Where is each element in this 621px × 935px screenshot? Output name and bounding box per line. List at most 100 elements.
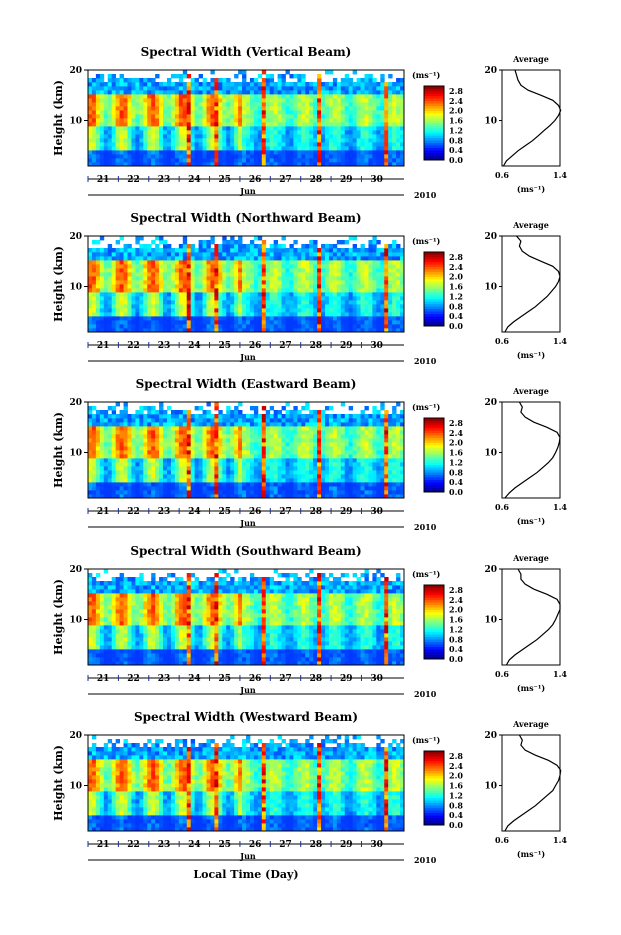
- heatmap-cell: [100, 418, 104, 422]
- heatmap-cell: [108, 454, 112, 458]
- heatmap-cell: [143, 320, 147, 324]
- heatmap-cell: [92, 146, 96, 150]
- heatmap-cell: [325, 316, 329, 320]
- heatmap-cell: [199, 248, 203, 252]
- heatmap-cell: [135, 264, 139, 268]
- heatmap-cell: [88, 410, 92, 414]
- heatmap-cell: [230, 142, 234, 146]
- heatmap-cell: [341, 288, 345, 292]
- heatmap-cell: [250, 122, 254, 126]
- heatmap-cell: [120, 134, 124, 138]
- heatmap-cell: [278, 308, 282, 312]
- heatmap-cell: [203, 244, 207, 248]
- heatmap-cell: [297, 110, 301, 114]
- heatmap-cell: [230, 248, 234, 252]
- heatmap-cell: [317, 300, 321, 304]
- heatmap-cell: [104, 280, 108, 284]
- heatmap-cell: [368, 280, 372, 284]
- heatmap-cell: [321, 150, 325, 154]
- heatmap-cell: [376, 292, 380, 296]
- heatmap-cell: [203, 438, 207, 442]
- heatmap-cell: [214, 446, 218, 450]
- heatmap-cell: [199, 256, 203, 260]
- heatmap-cell: [207, 256, 211, 260]
- colorbar-tick-label: 0.8: [449, 301, 463, 311]
- heatmap-cell: [242, 438, 246, 442]
- heatmap-cell: [88, 288, 92, 292]
- heatmap-cell: [321, 98, 325, 102]
- heatmap-cell: [159, 90, 163, 94]
- heatmap-cell: [317, 276, 321, 280]
- heatmap-cell: [262, 244, 266, 248]
- heatmap-cell: [262, 470, 266, 474]
- heatmap-cell: [195, 122, 199, 126]
- heatmap-cell: [214, 110, 218, 114]
- heatmap-cell: [372, 142, 376, 146]
- heatmap-cell: [183, 268, 187, 272]
- heatmap-cell: [183, 458, 187, 462]
- heatmap-cell: [238, 486, 242, 490]
- heatmap-cell: [254, 90, 258, 94]
- heatmap-cell: [167, 122, 171, 126]
- heatmap-cell: [238, 240, 242, 244]
- colorbar-swatch: [424, 304, 444, 307]
- heatmap-cell: [191, 142, 195, 146]
- heatmap-cell: [175, 82, 179, 86]
- heatmap-cell: [313, 154, 317, 158]
- heatmap-cell: [100, 470, 104, 474]
- heatmap-cell: [341, 78, 345, 82]
- heatmap-cell: [286, 292, 290, 296]
- heatmap-cell: [286, 454, 290, 458]
- heatmap-cell: [159, 450, 163, 454]
- heatmap-cell: [120, 122, 124, 126]
- heatmap-cell: [282, 74, 286, 78]
- heatmap-cell: [297, 134, 301, 138]
- heatmap-cell: [357, 300, 361, 304]
- heatmap-cell: [207, 276, 211, 280]
- heatmap-cell: [289, 438, 293, 442]
- heatmap-cell: [143, 434, 147, 438]
- heatmap-cell: [96, 82, 100, 86]
- heatmap-cell: [349, 138, 353, 142]
- heatmap-cell: [222, 454, 226, 458]
- heatmap-cell: [203, 478, 207, 482]
- heatmap-cell: [120, 434, 124, 438]
- heatmap-cell: [289, 134, 293, 138]
- heatmap-cell: [301, 90, 305, 94]
- heatmap-cell: [266, 276, 270, 280]
- heatmap-cell: [388, 102, 392, 106]
- heatmap-cell: [254, 478, 258, 482]
- heatmap-cell: [376, 316, 380, 320]
- heatmap-cell: [203, 308, 207, 312]
- heatmap-cell: [266, 82, 270, 86]
- heatmap-cell: [179, 450, 183, 454]
- heatmap-cell: [325, 90, 329, 94]
- heatmap-cell: [222, 110, 226, 114]
- heatmap-cell: [159, 402, 163, 406]
- heatmap-cell: [254, 98, 258, 102]
- heatmap-cell: [353, 316, 357, 320]
- heatmap-cell: [124, 288, 128, 292]
- heatmap-cell: [199, 118, 203, 122]
- heatmap-cell: [92, 280, 96, 284]
- heatmap-cell: [100, 78, 104, 82]
- heatmap-cell: [380, 74, 384, 78]
- heatmap-cell: [305, 142, 309, 146]
- heatmap-cell: [365, 130, 369, 134]
- heatmap-cell: [262, 450, 266, 454]
- heatmap-cell: [195, 406, 199, 410]
- heatmap-cell: [325, 252, 329, 256]
- heatmap-cell: [171, 276, 175, 280]
- heatmap-cell: [124, 430, 128, 434]
- heatmap-cell: [262, 78, 266, 82]
- heatmap-cell: [203, 304, 207, 308]
- heatmap-cell: [242, 122, 246, 126]
- heatmap-cell: [92, 426, 96, 430]
- heatmap-cell: [282, 474, 286, 478]
- heatmap-cell: [108, 442, 112, 446]
- heatmap-cell: [88, 296, 92, 300]
- heatmap-cell: [210, 418, 214, 422]
- heatmap-cell: [199, 292, 203, 296]
- heatmap-cell: [317, 90, 321, 94]
- heatmap-cell: [210, 118, 214, 122]
